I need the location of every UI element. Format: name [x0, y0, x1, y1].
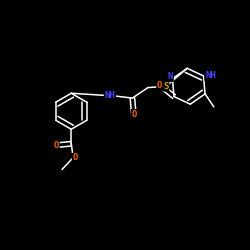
Text: S: S [163, 82, 168, 91]
Text: O: O [157, 81, 162, 90]
Text: O: O [132, 110, 137, 119]
Text: NH: NH [104, 90, 115, 100]
Text: NH: NH [205, 72, 216, 80]
Text: N: N [168, 72, 173, 81]
Text: O: O [54, 140, 59, 149]
Text: O: O [72, 154, 78, 162]
